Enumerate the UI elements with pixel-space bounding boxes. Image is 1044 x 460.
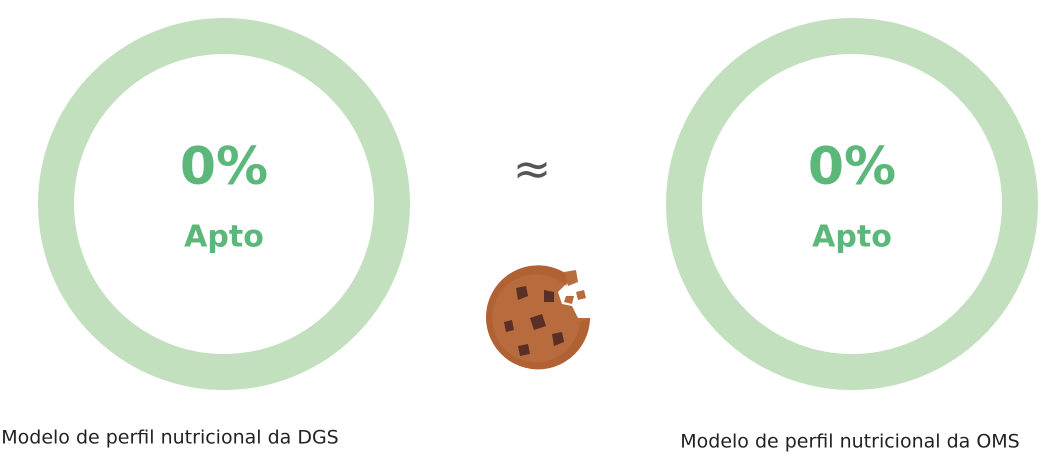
approx-sign: ≈ bbox=[513, 142, 552, 196]
gauge-caption: Modelo de perfil nutricional da OMS bbox=[680, 431, 1019, 453]
gauge-status: Apto bbox=[184, 220, 264, 255]
gauge-status: Apto bbox=[812, 220, 892, 255]
gauge-track bbox=[38, 18, 410, 390]
gauge-caption: Modelo de perfil nutricional da DGS bbox=[1, 427, 338, 449]
gauge-value: 0% bbox=[808, 137, 896, 197]
gauge-track bbox=[666, 18, 1038, 390]
cookie-icon bbox=[486, 265, 590, 370]
gauge-value: 0% bbox=[180, 137, 268, 197]
